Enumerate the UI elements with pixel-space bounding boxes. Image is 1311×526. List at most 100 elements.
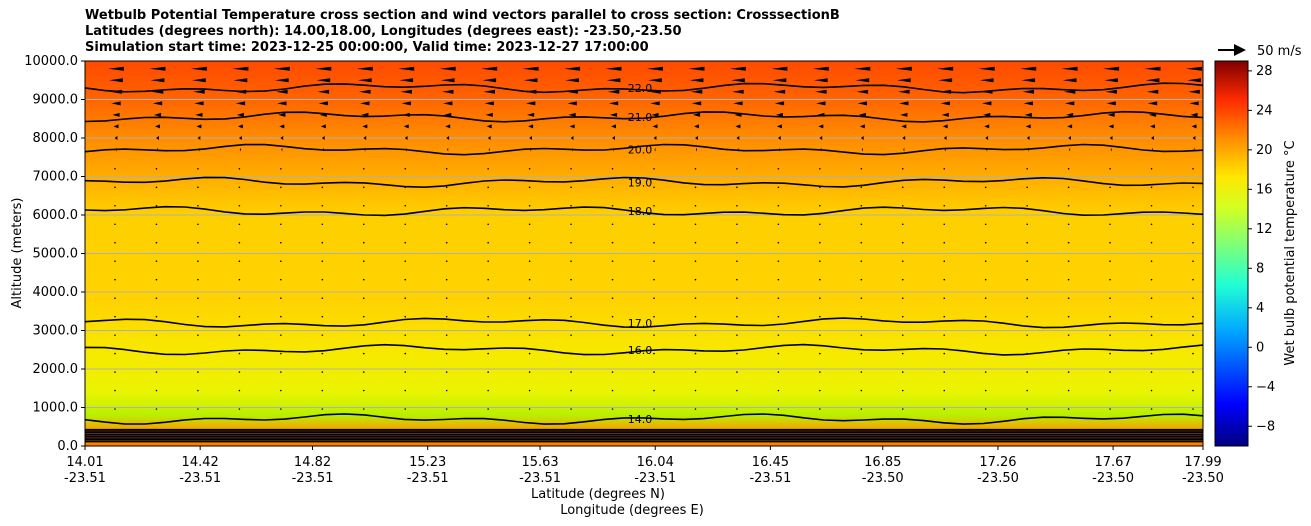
wind-vector [280,297,282,299]
x-tick-label-lon: -23.51 [519,471,561,486]
wind-vector [898,89,910,94]
contour-label: 20.0 [628,144,653,157]
wind-vector [901,315,904,318]
wind-vector [694,260,697,263]
wind-vector [279,124,285,129]
wind-vector [404,352,407,355]
wind-vector [653,186,655,189]
y-tick-label: 9000.0 [33,93,79,108]
x-tick-label-lat: 17.99 [1184,455,1221,470]
wind-vector [648,78,662,83]
wind-vector [404,136,408,140]
y-tick-label: 4000.0 [33,285,79,300]
x-tick-label-lon: -23.51 [407,471,449,486]
wind-vector [1192,168,1194,170]
wind-vector [1150,408,1153,410]
wind-vector [525,101,536,106]
wind-vector [694,241,697,244]
wind-vector [362,389,365,392]
wind-vector [404,297,407,299]
wind-vector [1189,101,1199,106]
wind-vector [570,223,572,226]
wind-vector [819,408,821,410]
wind-vector [777,371,780,373]
wind-vector [357,78,372,83]
wind-vector [320,124,326,129]
wind-vector [404,168,407,170]
wind-vector [943,241,946,244]
x-tick-label-lat: 15.23 [409,455,446,470]
wind-vector [402,112,410,117]
wind-vector [487,168,489,170]
wind-vector [611,204,614,207]
wind-vector [1026,315,1028,318]
wind-vector [114,241,116,244]
wind-vector [1106,101,1116,106]
wind-vector [197,408,199,410]
wind-vector [152,101,163,106]
wind-vector [736,334,738,336]
wind-vector [362,297,365,299]
wind-vector [1067,223,1070,226]
wind-vector [1109,334,1111,336]
wind-vector [984,260,987,263]
wind-vector [1104,78,1118,83]
wind-vector [196,124,202,129]
x-tick-label-lon: -23.51 [292,471,334,486]
wind-vector [570,371,572,373]
wind-vector [150,78,165,83]
wind-vector [984,315,987,318]
wind-vector [943,204,946,207]
wind-vector [1067,260,1070,263]
wind-vector [114,278,116,281]
wind-vector [937,66,954,71]
wind-vector [155,371,158,373]
wind-vector [691,101,702,106]
wind-vector [198,147,200,152]
wind-vector [195,112,203,117]
wind-vector [1026,223,1028,226]
wind-vector [1026,136,1030,140]
wind-vector [280,278,282,281]
wind-vector [901,389,904,392]
wind-vector [155,124,160,129]
wind-vector [568,112,576,117]
wind-vector [362,371,365,373]
wind-vector [273,66,290,71]
wind-vector [487,260,489,263]
wind-vector [1192,278,1194,281]
contour-label: 17.0 [628,317,653,330]
wind-vector [860,334,863,336]
wind-vector [1188,89,1200,94]
wind-vector [362,408,365,410]
wind-vector [1067,168,1070,170]
wind-vector [1191,124,1197,129]
wind-vector [155,352,158,355]
wind-vector [404,389,407,392]
wind-vector [1145,78,1160,83]
wind-vector [565,78,579,83]
wind-vector [570,204,572,207]
wind-vector [445,186,448,189]
wind-vector [820,147,822,152]
wind-vector [819,334,821,336]
wind-vector [694,297,697,299]
wind-vector [197,168,199,170]
wind-vector [321,186,324,189]
wind-vector [360,101,370,106]
wind-vector [528,168,531,170]
wind-vector [653,352,655,355]
wind-vector [901,204,904,207]
wind-vector [445,223,448,226]
x-tick-label-lon: -23.51 [179,471,221,486]
wind-vector [362,204,365,207]
wind-vector [359,89,371,94]
wind-vector [570,352,572,355]
wind-vector [487,315,489,318]
wind-vector [528,315,531,318]
wind-vector [570,315,572,318]
wind-vector [1109,315,1111,318]
wind-vector [653,389,655,392]
wind-vector [1109,371,1111,373]
wind-vector [441,89,454,94]
